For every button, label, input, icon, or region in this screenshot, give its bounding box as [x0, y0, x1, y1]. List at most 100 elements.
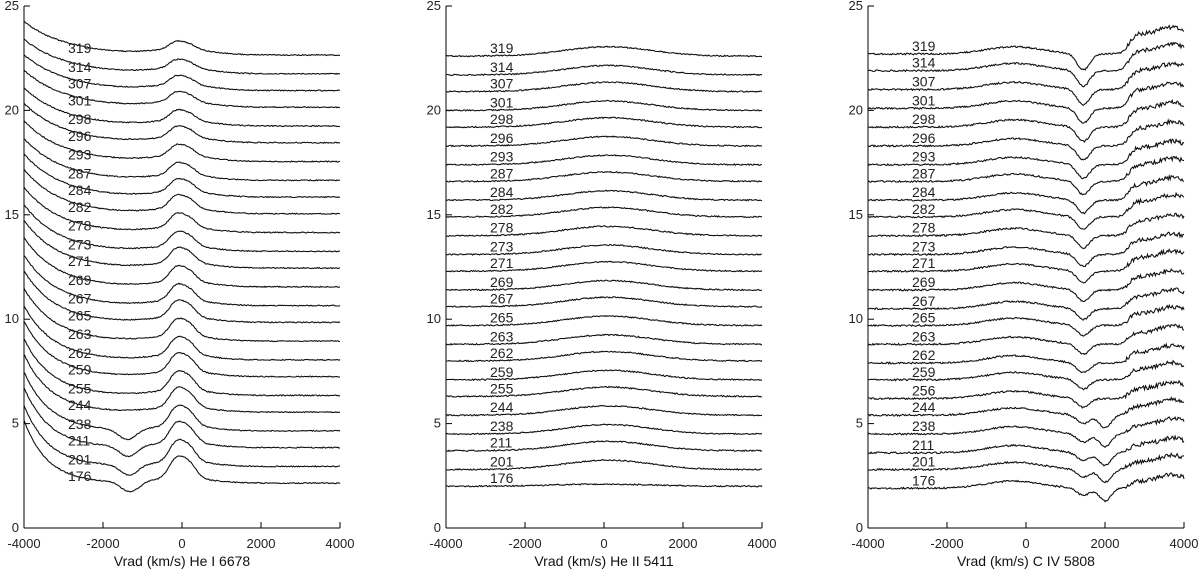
spectrum-label: 265 — [490, 309, 514, 325]
y-tick-label: 25 — [849, 0, 863, 13]
x-tick-label: 2000 — [669, 536, 698, 551]
y-tick-label: 5 — [12, 416, 19, 431]
spectrum-label: 298 — [490, 111, 514, 127]
spectrum-line — [23, 153, 340, 199]
y-tick-label: 5 — [856, 416, 863, 431]
x-tick-label: 2000 — [1091, 536, 1120, 551]
spectrum-line — [23, 321, 341, 378]
spectrum-label: 307 — [68, 76, 92, 92]
x-tick-label: 2000 — [247, 536, 276, 551]
spectrum-label: 267 — [912, 293, 936, 309]
spectrum-line — [445, 440, 763, 453]
spectrum-line — [445, 369, 763, 382]
spectrum-label: 273 — [912, 238, 936, 254]
spectrum-label: 301 — [490, 94, 514, 110]
y-tick-label: 25 — [5, 0, 19, 13]
spectrum-label: 256 — [912, 383, 936, 399]
x-tick-label: 0 — [1022, 536, 1029, 551]
spectrum-label: 278 — [68, 218, 92, 234]
spectrum-label: 255 — [490, 380, 514, 396]
spectrum-line — [867, 323, 1185, 356]
y-tick-label: 15 — [427, 207, 441, 222]
x-axis-label: Vrad (km/s) He I 6678 — [114, 553, 251, 569]
spectrum-line — [445, 206, 763, 219]
spectrum-label: 314 — [912, 55, 936, 71]
spectrum-line — [867, 61, 1185, 106]
spectrum-label: 238 — [490, 418, 514, 434]
spectrum-label: 259 — [68, 362, 92, 378]
spectrum-label: 267 — [68, 291, 92, 307]
spectrum-line — [23, 405, 341, 476]
panel-3: 0 5 10 15 20 25 -4000 -2000 0 2000 4000 Vrad (km/s)… — [849, 0, 1199, 569]
spectrum-label: 307 — [912, 74, 936, 90]
spectrum-line — [23, 387, 341, 458]
spectrum-label: 211 — [68, 433, 91, 449]
y-tick-label: 20 — [5, 102, 19, 117]
x-tick-label: 0 — [600, 536, 607, 551]
spectrum-line — [867, 416, 1185, 449]
spectrum-label: 301 — [68, 92, 92, 108]
spectrum-label: 271 — [912, 255, 936, 271]
spectrum-label: 238 — [68, 416, 92, 432]
x-tick-label: -2000 — [930, 536, 963, 551]
x-axis-label: Vrad (km/s) He II 5411 — [534, 553, 673, 569]
spectrum-label: 255 — [68, 380, 92, 396]
spectrum-label: 262 — [490, 345, 514, 361]
spectrum-label: 265 — [68, 307, 92, 323]
spectrum-line — [867, 248, 1185, 284]
spectrum-line — [445, 225, 763, 237]
spectrum-label: 201 — [68, 451, 92, 467]
spectrum-label: 296 — [912, 130, 936, 146]
spectrum-label: 271 — [68, 253, 92, 269]
spectrum-label: 263 — [912, 328, 936, 344]
spectrum-line — [868, 24, 1185, 71]
x-tick-label: 4000 — [748, 536, 777, 551]
spectrum-label: 176 — [912, 472, 936, 488]
spectrum-line — [445, 423, 763, 436]
spectrum-label: 201 — [490, 454, 514, 470]
spectrum-label: 282 — [912, 201, 936, 217]
panel-2: 0 5 10 15 20 25 -4000 -2000 0 2000 4000 Vrad (km/s)… — [427, 0, 777, 569]
spectrum-line — [867, 212, 1185, 250]
spectrum-line — [445, 296, 763, 308]
spectrum-line — [23, 255, 341, 307]
spectrum-label: 282 — [490, 201, 514, 217]
spectrum-label: 293 — [68, 147, 92, 163]
spectrum-label: 259 — [912, 364, 936, 380]
spectrum-line — [867, 191, 1185, 230]
spectrum-line — [23, 168, 341, 215]
x-tick-label: -2000 — [508, 536, 541, 551]
spectrum-line — [23, 69, 341, 109]
spectrum-line — [446, 45, 763, 58]
spectrum-line — [23, 102, 341, 144]
spectrum-label: 271 — [490, 255, 514, 271]
spectrum-line — [867, 173, 1185, 215]
spectrum-line — [867, 359, 1185, 391]
x-tick-label: -4000 — [429, 536, 462, 551]
spectrum-line — [867, 434, 1185, 467]
spectrum-label: 262 — [912, 347, 936, 363]
spectrum-line — [445, 99, 763, 112]
spectrum-line — [445, 135, 763, 148]
spectrum-label: 298 — [912, 111, 936, 127]
spectrum-line — [23, 120, 340, 163]
spectrum-line — [23, 305, 341, 362]
spectrum-line — [867, 287, 1185, 321]
spectrum-label: 314 — [68, 59, 92, 75]
spectrum-line — [868, 472, 1185, 503]
spectrum-label: 263 — [68, 326, 92, 342]
spectrum-line — [867, 98, 1185, 143]
y-tick-label: 0 — [12, 520, 19, 535]
spectrum-line — [867, 155, 1185, 196]
spectrum-line — [445, 404, 763, 417]
y-tick-label: 5 — [434, 416, 441, 431]
spectrum-line — [867, 396, 1185, 429]
spectrum-line — [23, 338, 340, 397]
spectrum-line — [23, 204, 341, 253]
spectrum-line — [23, 237, 341, 289]
y-tick-label: 10 — [427, 311, 441, 326]
spectrum-label: 301 — [912, 92, 936, 108]
spectrum-label: 269 — [490, 274, 514, 290]
spectrum-label: 319 — [912, 38, 936, 54]
spectrum-label: 263 — [490, 328, 514, 344]
